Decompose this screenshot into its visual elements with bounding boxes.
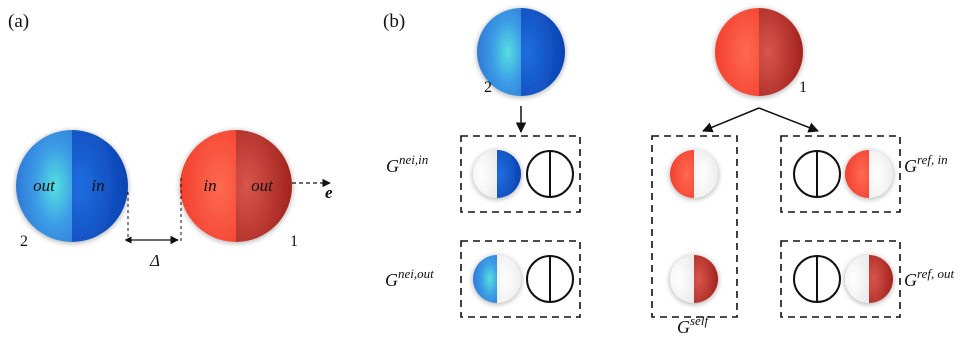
ref-in-symbol: Gref, in: [904, 152, 948, 176]
group-box-nei-out: [460, 240, 581, 318]
panel-a-label: (a): [8, 11, 29, 32]
sphere-2-top-number: 2: [484, 79, 492, 96]
group-box-ref-out: [780, 240, 901, 318]
sphere-2-top: [477, 8, 565, 96]
sphere-1-top: [715, 8, 803, 96]
nei-out-symbol: Gnei,out: [385, 266, 434, 290]
gap-label: Δ: [149, 251, 160, 270]
nei-in-outline-sphere: [526, 150, 574, 198]
ref-out-outline-sphere: [793, 255, 841, 303]
arrow-to-ref-in: [758, 107, 819, 133]
sphere-1-out-label: out: [251, 176, 274, 195]
sphere-2-out-label: out: [33, 176, 56, 195]
sphere-2-number: 2: [20, 233, 28, 250]
ref-in-half-sphere: [845, 150, 893, 198]
nei-in-half-sphere: [473, 150, 521, 198]
self-out-half-sphere: [670, 255, 718, 303]
group-box-nei-in: [460, 135, 581, 213]
panel-b-label: (b): [383, 11, 405, 32]
sphere-2-in-label: in: [91, 176, 104, 195]
sphere-1-top-number: 1: [799, 79, 807, 96]
self-symbol: Gself: [677, 313, 710, 337]
ref-out-symbol: Gref, out: [904, 266, 954, 290]
group-box-self: [651, 135, 738, 318]
ref-in-outline-sphere: [793, 150, 841, 198]
nei-out-outline-sphere: [526, 255, 574, 303]
sphere-1: [180, 130, 292, 242]
self-in-half-sphere: [670, 150, 718, 198]
sphere-2: [16, 130, 128, 242]
sphere-1-in-label: in: [203, 176, 216, 195]
nei-out-half-sphere: [473, 255, 521, 303]
arrow-to-self: [702, 107, 760, 133]
ref-out-half-sphere: [845, 255, 893, 303]
group-box-ref-in: [780, 135, 901, 213]
direction-label: e: [325, 183, 333, 202]
sphere-1-number: 1: [290, 233, 298, 250]
nei-in-symbol: Gnei,in: [386, 152, 428, 176]
